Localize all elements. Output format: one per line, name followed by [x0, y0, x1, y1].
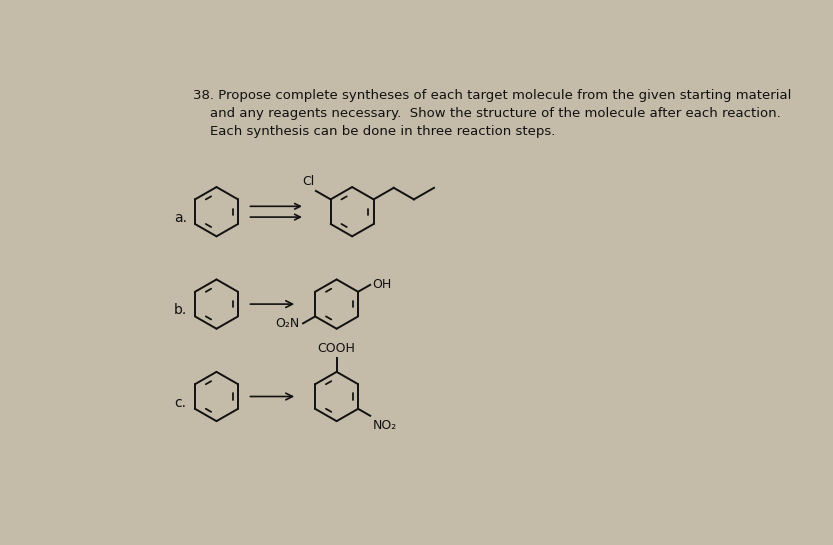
Text: Cl: Cl [302, 175, 314, 188]
Text: b.: b. [174, 303, 187, 317]
Text: COOH: COOH [317, 342, 356, 355]
Text: O₂N: O₂N [276, 317, 300, 330]
Text: OH: OH [372, 278, 392, 292]
Text: 38. Propose complete syntheses of each target molecule from the given starting m: 38. Propose complete syntheses of each t… [193, 88, 791, 138]
Text: c.: c. [174, 396, 186, 410]
Text: a.: a. [174, 211, 187, 225]
Text: NO₂: NO₂ [372, 419, 397, 432]
